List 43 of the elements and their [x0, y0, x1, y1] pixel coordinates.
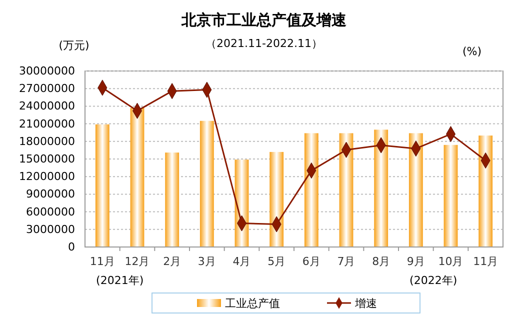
- y-tick-label: 6000000: [26, 205, 75, 218]
- bar: [304, 133, 318, 247]
- y-tick-label: 15000000: [19, 152, 75, 166]
- x-tick-label: 11月: [473, 254, 498, 268]
- y-tick-label: 9000000: [26, 188, 75, 201]
- y-tick-label: 21000000: [19, 117, 75, 130]
- y-tick-label: 24000000: [19, 100, 75, 113]
- chart-subtitle: （2021.11-2022.11）: [206, 37, 322, 50]
- legend-label: 工业总产值: [225, 297, 280, 310]
- bar: [200, 120, 214, 247]
- bar: [374, 130, 388, 247]
- x-tick-label: 7月: [337, 254, 356, 268]
- x-tick-label: 10月: [438, 254, 464, 268]
- text: (2021年): [96, 274, 144, 287]
- y-axis-title: (%): [462, 45, 482, 58]
- bar: [478, 136, 493, 247]
- y-tick-label: 3000000: [26, 222, 75, 236]
- bar: [165, 152, 180, 247]
- y-tick-label: 18000000: [19, 134, 75, 148]
- y-tick-label: 30000000: [19, 64, 75, 78]
- bar: [234, 160, 249, 247]
- bar: [270, 152, 284, 247]
- x-tick-label: 8月: [372, 254, 390, 268]
- x-tick-label: 4月: [232, 254, 251, 268]
- chart-title: 北京市工业总产值及增速: [180, 11, 348, 29]
- bar: [130, 108, 144, 247]
- x-tick-label: 12月: [124, 254, 150, 268]
- bar: [408, 133, 423, 247]
- x-tick-label: 2月: [163, 254, 182, 268]
- y-axis-title: (万元): [58, 39, 90, 52]
- y-tick-label: 0: [68, 240, 75, 254]
- legend-label: 增速: [354, 297, 377, 310]
- x-tick-label: 5月: [268, 254, 286, 268]
- x-tick-label: 3月: [198, 254, 216, 268]
- x-tick-label: 11月: [90, 254, 115, 268]
- text: (2022年): [410, 274, 458, 287]
- bar: [339, 133, 354, 247]
- bar: [444, 144, 458, 247]
- y-tick-label: 12000000: [19, 170, 75, 184]
- x-tick-label: 6月: [302, 254, 320, 268]
- y-tick-label: 27000000: [19, 82, 75, 96]
- x-tick-label: 9月: [406, 254, 425, 268]
- bar: [95, 124, 110, 247]
